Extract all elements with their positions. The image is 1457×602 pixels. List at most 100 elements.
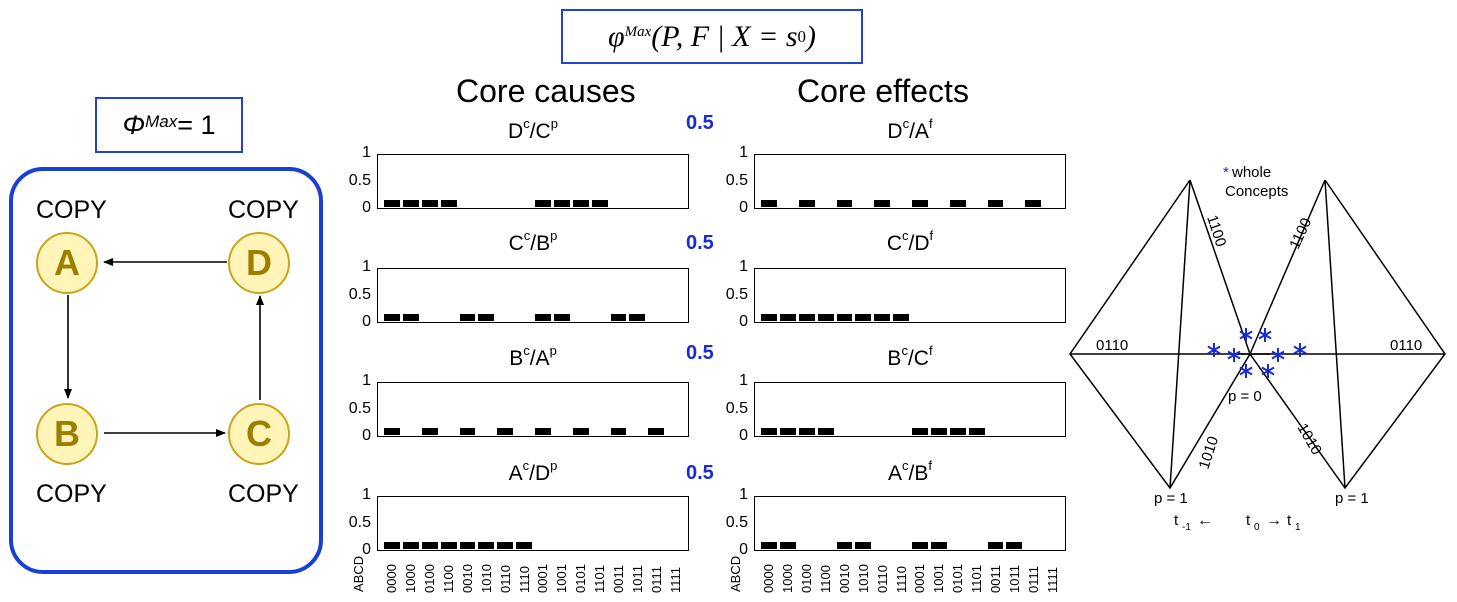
- x-tick-cause-1100: 1100: [441, 565, 457, 593]
- formula-box: φ Max (P, F | X = s 0): [561, 9, 863, 64]
- node-b: B: [36, 403, 98, 465]
- x-tick-effect-0000: 0000: [761, 564, 777, 593]
- chart-plot-effect-3: [754, 382, 1066, 437]
- x-tick-cause-0111: 0111: [648, 566, 664, 593]
- x-tick-effect-1101: 1101: [969, 565, 985, 593]
- bar-effect-3-1000: [779, 428, 796, 435]
- bar-cause-2-1011: [629, 314, 646, 321]
- phi-value-1: 0.5: [686, 112, 714, 134]
- bar-effect-4-1001: [930, 542, 947, 549]
- x-tick-effect-1000: 1000: [780, 564, 796, 593]
- chart-title-effect-1: Dc/Af: [887, 116, 933, 143]
- arrow-left-glyph: ←: [1197, 512, 1213, 529]
- label-t1: t: [1287, 512, 1292, 529]
- y-tick-cause-3-2: 0: [362, 427, 371, 444]
- label-p1-left: p = 1: [1154, 490, 1188, 507]
- gate-label-a: COPY: [36, 196, 107, 224]
- bar-effect-1-0010: [836, 200, 853, 207]
- bar-cause-4-1110: [516, 542, 532, 549]
- bar-effect-2-0000: [761, 314, 777, 321]
- node-a: A: [36, 232, 98, 294]
- edge-label-1100-right: 1100: [1286, 215, 1315, 251]
- concept-star-4: [1258, 328, 1272, 342]
- core-causes-title: Core causes: [456, 73, 636, 109]
- bar-cause-3-0110: [497, 428, 514, 435]
- bar-cause-2-0000: [384, 314, 400, 321]
- y-tick-cause-2-2: 0: [362, 313, 371, 330]
- bar-cause-2-1000: [402, 314, 419, 321]
- bar-effect-3-0000: [761, 428, 777, 435]
- bar-effect-4-0011: [987, 542, 1004, 549]
- x-tick-effect-1111: 1111: [1044, 566, 1060, 593]
- x-tick-effect-0001: 0001: [912, 564, 928, 593]
- bar-cause-3-0111: [648, 428, 665, 435]
- chart-title-effect-3: Bc/Cf: [887, 343, 933, 370]
- y-tick-cause-2-0: 1: [362, 258, 371, 275]
- x-tick-effect-0010: 0010: [836, 564, 852, 593]
- concept-star-5: [1271, 348, 1285, 362]
- phi-value-3: 0.5: [686, 342, 714, 364]
- node-d: D: [228, 232, 290, 294]
- x-tick-effect-0110: 0110: [874, 565, 890, 593]
- formula-sub: 0: [797, 26, 807, 46]
- concept-star-6: [1293, 343, 1307, 357]
- formula-close: ): [806, 19, 817, 53]
- core-effects-title: Core effects: [797, 73, 969, 109]
- y-tick-effect-3-2: 0: [739, 427, 748, 444]
- x-tick-effect-0100: 0100: [799, 564, 815, 593]
- network-edges: [64, 258, 264, 437]
- x-tick-effect-0011: 0011: [987, 565, 1003, 593]
- x-tick-cause-0101: 0101: [573, 564, 589, 593]
- bar-cause-4-1010: [478, 542, 495, 549]
- y-tick-effect-2-1: 0.5: [725, 285, 748, 303]
- phi-max-box: Φ Max = 1: [95, 97, 243, 153]
- chart-plot-cause-4: [377, 496, 689, 551]
- y-tick-cause-3-1: 0.5: [348, 399, 371, 417]
- concept-star-3: [1239, 328, 1253, 342]
- x-tick-cause-1010: 1010: [478, 564, 494, 593]
- label-p1-right: p = 1: [1335, 490, 1369, 507]
- bar-cause-2-1010: [478, 314, 495, 321]
- x-tick-effect-0111: 0111: [1025, 566, 1041, 593]
- x-axis-label-cause: ABCD: [351, 555, 366, 592]
- bar-cause-4-0110: [497, 542, 514, 549]
- bar-effect-3-0101: [949, 428, 966, 435]
- bar-effect-2-1010: [855, 314, 872, 321]
- phi-max-sup: Max: [145, 112, 178, 131]
- x-tick-cause-1011: 1011: [629, 565, 645, 593]
- x-tick-cause-0100: 0100: [422, 564, 438, 593]
- network-box: [9, 167, 323, 574]
- bar-cause-4-1100: [440, 542, 457, 549]
- right-diamond-edge-1: [1324, 179, 1346, 489]
- x-tick-cause-1000: 1000: [403, 564, 419, 593]
- bar-effect-4-0010: [836, 542, 853, 549]
- bar-effect-1-0110: [874, 200, 891, 207]
- bar-cause-2-1001: [553, 314, 570, 321]
- concept-star-7: [1239, 364, 1253, 378]
- legend-text-1: whole: [1231, 165, 1271, 181]
- bar-effect-3-1100: [817, 428, 834, 435]
- formula-args: (P, F | X = s: [651, 19, 798, 53]
- bar-effect-1-0011: [987, 200, 1004, 207]
- y-tick-effect-2-2: 0: [739, 313, 748, 330]
- concept-space: * whole Concepts 1100 1100 0110 0110 101…: [1069, 165, 1446, 533]
- x-tick-cause-0011: 0011: [610, 565, 626, 593]
- chart-title-cause-4: Ac/Dp: [508, 458, 558, 485]
- chart-plot-effect-2: [754, 268, 1066, 323]
- legend-text-2: Concepts: [1225, 183, 1288, 200]
- edge-label-0110-right: 0110: [1390, 337, 1422, 354]
- formula-phi: φ: [607, 19, 625, 53]
- chart-title-cause-1: Dc/Cp: [508, 116, 558, 143]
- y-tick-cause-3-0: 1: [362, 372, 371, 389]
- edge-label-0110-left: 0110: [1096, 337, 1128, 354]
- y-tick-cause-4-0: 1: [362, 486, 371, 503]
- bar-effect-1-0000: [761, 200, 777, 207]
- x-tick-effect-1011: 1011: [1006, 565, 1022, 593]
- bar-effect-1-0101: [949, 200, 966, 207]
- right-diamond-outline: [1249, 179, 1446, 490]
- chart-title-effect-2: Cc/Df: [886, 228, 934, 255]
- bar-effect-4-1011: [1006, 542, 1023, 549]
- bar-cause-1-1001: [553, 200, 570, 207]
- bar-cause-3-0100: [421, 428, 438, 435]
- y-tick-effect-4-2: 0: [739, 541, 748, 558]
